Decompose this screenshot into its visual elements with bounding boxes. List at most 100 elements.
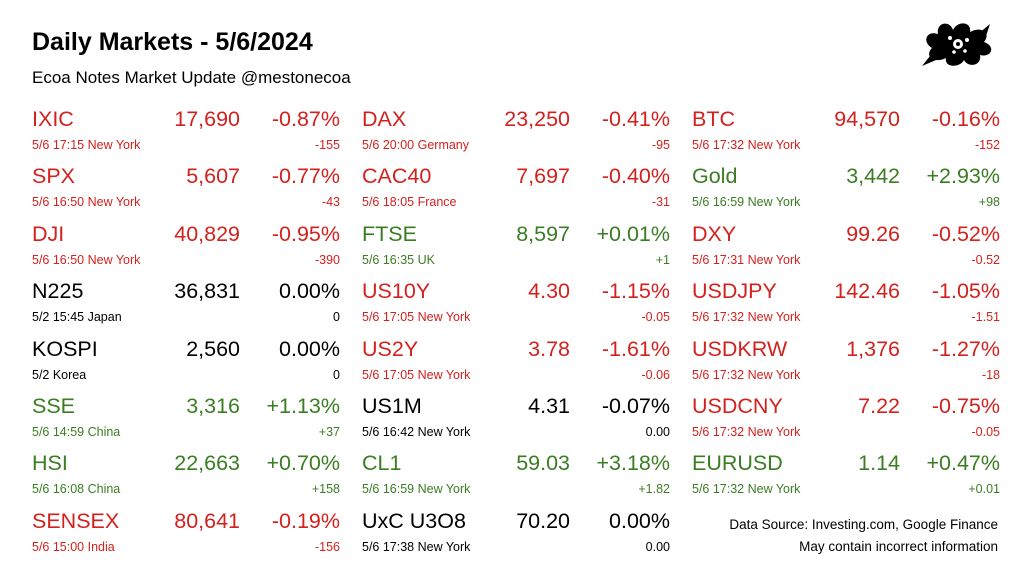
market-time-location: 5/6 16:08 China xyxy=(32,482,121,497)
page-subtitle: Ecoa Notes Market Update @mestonecoa xyxy=(32,68,351,87)
market-change-absolute: -0.05 xyxy=(971,424,1001,439)
market-time-location: 5/6 17:05 New York xyxy=(362,367,471,382)
market-price: 3,442 xyxy=(846,164,900,189)
market-time-location: 5/2 15:45 Japan xyxy=(32,310,122,325)
market-symbol: KOSPI xyxy=(32,336,98,361)
market-change-absolute: -31 xyxy=(651,195,670,210)
disclaimer-note: May contain incorrect information xyxy=(799,539,998,554)
market-item: US10Y 4.30 -1.15% 5/6 17:05 New York -0.05 xyxy=(362,275,670,332)
page-title: Daily Markets - 5/6/2024 xyxy=(32,28,313,56)
market-column-indices: IXIC 17,690 -0.87% 5/6 17:15 New York -155 SP… xyxy=(32,103,340,562)
market-change-absolute: -18 xyxy=(981,367,1000,382)
market-time-location: 5/6 15:00 India xyxy=(32,539,115,554)
market-change-absolute: +98 xyxy=(978,195,1000,210)
market-price: 4.30 xyxy=(528,279,570,304)
market-change-percent: -0.87% xyxy=(271,107,340,131)
market-change-absolute: 0.00 xyxy=(645,539,670,554)
market-symbol: N225 xyxy=(32,279,84,304)
market-change-absolute: 0 xyxy=(333,367,340,382)
market-symbol: USDCNY xyxy=(692,393,783,418)
market-time-location: 5/6 17:32 New York xyxy=(692,310,801,325)
market-change-absolute: -1.51 xyxy=(971,310,1001,325)
market-price: 80,641 xyxy=(174,508,240,533)
market-change-percent: +2.93% xyxy=(926,164,1000,189)
market-change-absolute: -95 xyxy=(651,138,670,152)
market-change-percent: -0.75% xyxy=(931,393,1000,418)
market-change-absolute: +1 xyxy=(655,252,670,267)
market-symbol: UxC U3O8 xyxy=(362,508,466,533)
market-price: 99.26 xyxy=(846,221,900,246)
market-price: 36,831 xyxy=(174,279,240,304)
market-price: 142.46 xyxy=(834,279,900,304)
market-item: USDJPY 142.46 -1.05% 5/6 17:32 New York -1.5… xyxy=(692,275,1000,332)
market-price: 59.03 xyxy=(516,451,570,476)
market-time-location: 5/6 17:31 New York xyxy=(692,252,801,267)
market-symbol: US1M xyxy=(362,393,422,418)
market-change-absolute: -43 xyxy=(321,195,340,210)
market-item: DXY 99.26 -0.52% 5/6 17:31 New York -0.52 xyxy=(692,218,1000,275)
flower-blob-logo-icon xyxy=(922,23,992,66)
market-time-location: 5/6 17:32 New York xyxy=(692,367,801,382)
market-price: 23,250 xyxy=(504,107,570,131)
market-time-location: 5/6 16:50 New York xyxy=(32,252,141,267)
market-price: 3,316 xyxy=(186,393,240,418)
market-column-europe-rates-commodities: DAX 23,250 -0.41% 5/6 20:00 Germany -95 CAC40… xyxy=(362,103,670,562)
market-price: 94,570 xyxy=(834,107,900,131)
market-symbol: SPX xyxy=(32,164,76,189)
market-price: 8,597 xyxy=(516,221,570,246)
market-item: SSE 3,316 +1.13% 5/6 14:59 China +37 xyxy=(32,390,340,447)
market-item: US1M 4.31 -0.07% 5/6 16:42 New York 0.00 xyxy=(362,390,670,447)
market-change-absolute: +37 xyxy=(318,424,340,439)
market-time-location: 5/6 17:05 New York xyxy=(362,310,471,325)
market-symbol: US10Y xyxy=(362,279,431,304)
market-change-absolute: +158 xyxy=(311,482,340,497)
market-price: 40,829 xyxy=(174,221,240,246)
market-symbol: FTSE xyxy=(362,221,417,246)
market-item: N225 36,831 0.00% 5/2 15:45 Japan 0 xyxy=(32,275,340,332)
market-time-location: 5/6 16:50 New York xyxy=(32,195,141,210)
market-change-absolute: -152 xyxy=(974,138,1000,152)
market-item: EURUSD 1.14 +0.47% 5/6 17:32 New York +0.01 xyxy=(692,447,1000,504)
market-item: HSI 22,663 +0.70% 5/6 16:08 China +158 xyxy=(32,447,340,504)
market-change-percent: -1.15% xyxy=(601,279,670,304)
market-change-absolute: +0.01 xyxy=(968,482,1000,497)
market-time-location: 5/6 16:35 UK xyxy=(362,252,435,267)
market-time-location: 5/6 16:59 New York xyxy=(362,482,471,497)
market-change-percent: -1.27% xyxy=(931,336,1000,361)
market-symbol: DAX xyxy=(362,107,407,131)
market-change-absolute: -390 xyxy=(314,252,340,267)
market-change-percent: 0.00% xyxy=(279,279,340,304)
market-item: USDKRW 1,376 -1.27% 5/6 17:32 New York -18 xyxy=(692,333,1000,390)
market-change-percent: +3.18% xyxy=(596,451,670,476)
market-price: 2,560 xyxy=(186,336,240,361)
market-change-absolute: 0.00 xyxy=(645,424,670,439)
market-item: KOSPI 2,560 0.00% 5/2 Korea 0 xyxy=(32,333,340,390)
market-change-absolute: -0.06 xyxy=(641,367,671,382)
market-item: SENSEX 80,641 -0.19% 5/6 15:00 India -156 xyxy=(32,505,340,562)
market-item: Gold 3,442 +2.93% 5/6 16:59 New York +98 xyxy=(692,160,1000,217)
market-time-location: 5/6 16:42 New York xyxy=(362,424,471,439)
market-change-percent: 0.00% xyxy=(279,336,340,361)
market-change-percent: -1.05% xyxy=(931,279,1000,304)
market-symbol: EURUSD xyxy=(692,451,783,476)
market-change-percent: 0.00% xyxy=(609,508,670,533)
market-change-percent: -0.40% xyxy=(601,164,670,189)
market-change-absolute: -155 xyxy=(314,138,340,152)
market-change-percent: -0.16% xyxy=(931,107,1000,131)
market-change-percent: -0.07% xyxy=(601,393,670,418)
market-change-percent: -1.61% xyxy=(601,336,670,361)
market-time-location: 5/6 17:32 New York xyxy=(692,424,801,439)
market-symbol: HSI xyxy=(32,451,68,476)
market-item: CL1 59.03 +3.18% 5/6 16:59 New York +1.82 xyxy=(362,447,670,504)
market-change-percent: +1.13% xyxy=(266,393,340,418)
market-item: BTC 94,570 -0.16% 5/6 17:32 New York -152 xyxy=(692,103,1000,160)
market-item: USDCNY 7.22 -0.75% 5/6 17:32 New York -0.05 xyxy=(692,390,1000,447)
market-time-location: 5/6 17:15 New York xyxy=(32,138,141,152)
market-time-location: 5/6 14:59 China xyxy=(32,424,121,439)
market-symbol: Gold xyxy=(692,164,738,189)
market-symbol: CAC40 xyxy=(362,164,432,189)
market-item: DAX 23,250 -0.41% 5/6 20:00 Germany -95 xyxy=(362,103,670,160)
market-price: 7,697 xyxy=(516,164,570,189)
market-symbol: CL1 xyxy=(362,451,402,476)
market-symbol: USDJPY xyxy=(692,279,777,304)
